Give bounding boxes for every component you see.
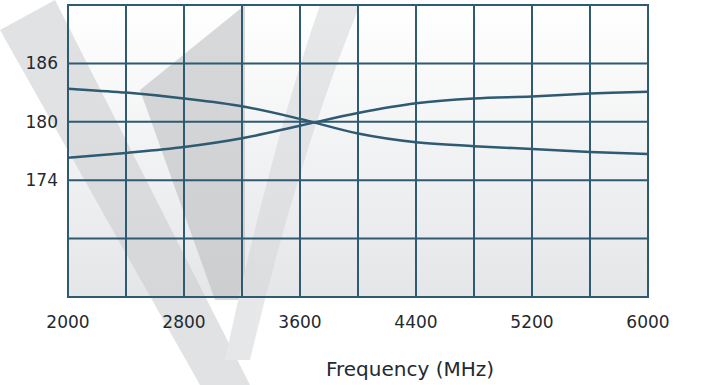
x-tick-label: 2000 (46, 312, 89, 332)
grid-line-x (125, 5, 127, 297)
x-tick-label: 2800 (162, 312, 205, 332)
grid-line-x (415, 5, 417, 297)
watermark (0, 0, 360, 385)
x-tick-label: 5200 (510, 312, 553, 332)
y-tick-label: 174 (26, 170, 58, 190)
y-tick-label: 180 (26, 112, 58, 132)
y-tick-label: 186 (26, 53, 58, 73)
x-tick-label: 3600 (278, 312, 321, 332)
grid-line-y (68, 179, 648, 181)
grid-line-y (68, 121, 648, 123)
series-line (68, 89, 648, 154)
x-tick-label: 6000 (626, 312, 669, 332)
grid-line-x (357, 5, 359, 297)
chart: 2000 2800 3600 4400 5200 6000 174 180 186 Frequen… (0, 0, 702, 385)
tick-labels: 2000 2800 3600 4400 5200 6000 174 180 186 (26, 53, 670, 332)
watermark-shape (0, 0, 250, 385)
x-axis-label: Frequency (MHz) (326, 357, 494, 381)
grid-line-y (68, 238, 648, 240)
x-tick-label: 4400 (394, 312, 437, 332)
grid-line-x (241, 5, 243, 297)
watermark-shape (225, 5, 360, 360)
grid-line-x (299, 5, 301, 297)
grid-line-x (473, 5, 475, 297)
grid-line-y (68, 62, 648, 64)
grid-line-x (531, 5, 533, 297)
grid-line-x (183, 5, 185, 297)
series-line (68, 92, 648, 158)
grid (68, 5, 648, 297)
series-group (68, 89, 648, 158)
watermark-shape (140, 5, 245, 300)
plot-frame (68, 5, 648, 297)
